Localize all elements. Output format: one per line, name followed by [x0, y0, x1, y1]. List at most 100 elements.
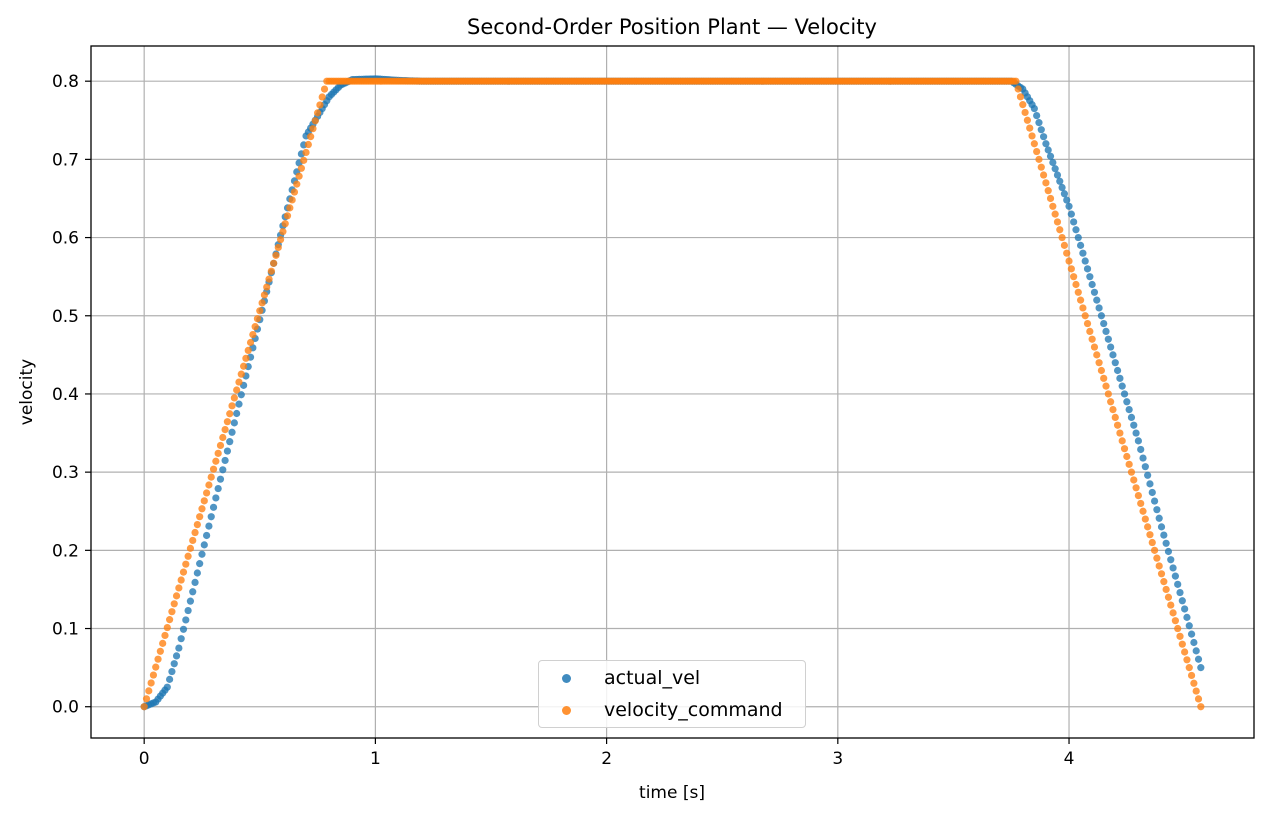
data-point — [253, 315, 262, 323]
data-point — [1111, 359, 1119, 367]
data-point — [1070, 218, 1078, 226]
data-point — [244, 346, 252, 354]
data-point — [152, 663, 160, 671]
data-point — [1026, 124, 1034, 132]
data-point — [1162, 539, 1170, 547]
legend-item-actual-vel: actual_vel — [539, 665, 805, 691]
data-point — [1171, 617, 1179, 625]
data-point — [1037, 126, 1045, 134]
data-point — [1070, 273, 1078, 281]
data-point — [1197, 703, 1205, 711]
points-layer — [140, 75, 1205, 711]
data-point — [203, 489, 211, 497]
data-point — [1137, 499, 1145, 508]
data-point — [207, 473, 215, 481]
data-point — [226, 410, 234, 418]
data-point — [216, 475, 225, 483]
data-point — [1139, 507, 1147, 515]
data-point — [1060, 190, 1069, 198]
data-point — [1169, 564, 1177, 572]
data-point — [1132, 484, 1140, 492]
y-tick-label: 0.0 — [52, 698, 79, 718]
data-point — [1153, 506, 1161, 514]
data-point — [260, 291, 269, 299]
data-point — [304, 140, 312, 149]
data-point — [1088, 335, 1096, 343]
data-point — [214, 449, 222, 457]
data-point — [216, 441, 225, 450]
data-point — [196, 560, 204, 568]
ticks-layer: 0 1 2 3 4 0.0 0.1 0.2 0.3 0.4 0.5 0.6 0.7 0.8 — [52, 72, 1074, 769]
data-point — [175, 584, 183, 592]
data-point — [1051, 210, 1059, 218]
data-point — [320, 85, 329, 93]
data-point — [1118, 382, 1126, 390]
data-point — [1046, 194, 1055, 203]
data-point — [235, 378, 243, 386]
data-point — [1100, 319, 1108, 328]
data-point — [1100, 374, 1108, 382]
data-point — [191, 578, 199, 587]
data-point — [1074, 288, 1082, 296]
data-point — [212, 457, 220, 465]
data-point — [1125, 405, 1133, 414]
data-point — [286, 204, 294, 212]
y-tick-label: 0.2 — [52, 541, 79, 561]
data-point — [1033, 147, 1041, 156]
data-point — [1051, 165, 1059, 173]
data-point — [251, 323, 259, 331]
data-point — [1148, 538, 1156, 547]
data-point — [1090, 343, 1099, 351]
data-point — [223, 447, 232, 455]
data-point — [1067, 210, 1075, 218]
data-point — [1072, 226, 1080, 234]
data-point — [274, 243, 282, 252]
data-point — [1102, 382, 1110, 390]
data-point — [209, 503, 218, 511]
data-point — [1056, 177, 1064, 185]
data-point — [159, 639, 167, 647]
y-tick-label: 0.1 — [52, 620, 79, 640]
data-point — [242, 354, 250, 362]
data-point — [1167, 601, 1175, 609]
data-point — [1023, 116, 1032, 124]
data-point — [311, 117, 319, 125]
data-point — [1160, 531, 1168, 539]
data-point — [203, 531, 211, 540]
data-point — [177, 576, 185, 584]
x-tick-label: 0 — [139, 749, 150, 769]
x-tick-label: 3 — [832, 749, 843, 769]
data-point — [1157, 523, 1166, 531]
data-point — [1150, 497, 1159, 505]
data-point — [1164, 547, 1173, 556]
data-point — [1030, 140, 1038, 148]
y-tick-label: 0.6 — [52, 229, 79, 249]
data-point — [205, 481, 213, 489]
data-point — [179, 568, 188, 576]
data-point — [290, 188, 299, 196]
data-point — [1132, 429, 1140, 437]
data-point — [1174, 580, 1182, 588]
data-point — [293, 180, 301, 188]
x-tick-label: 1 — [370, 749, 381, 769]
data-point — [1125, 460, 1133, 468]
data-point — [170, 600, 178, 608]
x-axis-label: time [s] — [639, 783, 705, 803]
data-point — [198, 550, 206, 558]
data-point — [200, 497, 208, 505]
data-point — [1183, 656, 1191, 664]
data-point — [1049, 202, 1057, 210]
data-point — [1146, 531, 1154, 539]
data-point — [1141, 515, 1149, 523]
data-point — [1137, 445, 1145, 454]
legend-label-actual-vel: actual_vel — [604, 667, 701, 689]
data-point — [1060, 241, 1069, 249]
data-point — [170, 660, 178, 668]
data-point — [149, 671, 158, 679]
data-point — [228, 428, 236, 436]
data-point — [237, 370, 245, 378]
data-point — [279, 228, 287, 236]
data-point — [189, 588, 197, 596]
grid-layer — [91, 46, 1254, 738]
data-point — [1081, 312, 1089, 320]
